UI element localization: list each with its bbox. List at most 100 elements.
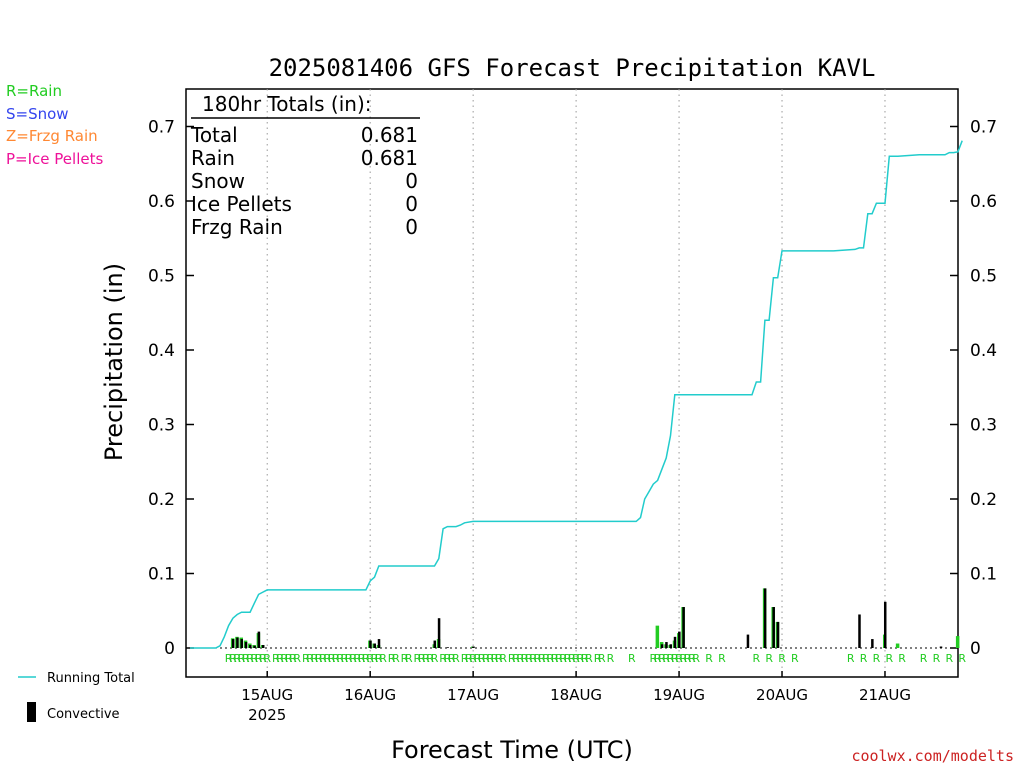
y-tick-label-right: 0.3 <box>970 416 997 436</box>
ptype-marker-rain: R <box>898 652 906 665</box>
y-tick-label-right: 0.6 <box>970 192 997 212</box>
ptype-marker-rain: R <box>255 652 263 665</box>
ptype-marker-rain: R <box>469 652 477 665</box>
ptype-marker-rain: R <box>418 652 426 665</box>
ptype-marker-rain: R <box>341 652 349 665</box>
ptype-marker-rain: R <box>311 652 319 665</box>
ptype-marker-rain: R <box>667 652 675 665</box>
running-total-legend-label: Running Total <box>47 671 135 686</box>
ptype-marker-rain: R <box>521 652 529 665</box>
y-tick-label-right: 0.5 <box>970 267 997 287</box>
y-tick-label-left: 0.5 <box>148 267 175 287</box>
convective-bar <box>682 607 685 648</box>
ptype-marker-rain: R <box>371 652 379 665</box>
x-tick-label: 19AUG <box>653 686 705 704</box>
y-tick-label-left: 0.6 <box>148 192 175 212</box>
ptype-marker-rain: R <box>401 652 409 665</box>
ptype-marker-rain: R <box>379 652 387 665</box>
convective-bar <box>883 601 887 648</box>
ptype-marker-rain: R <box>658 652 666 665</box>
convective-bar <box>257 631 261 648</box>
convective-bar <box>772 607 775 648</box>
totals-row-label: Ice Pellets <box>191 192 292 216</box>
rain-bar <box>955 636 960 648</box>
totals-row-value: 0.681 <box>361 123 418 147</box>
ptype-marker-rain: R <box>306 652 314 665</box>
y-axis-label: Precipitation (in) <box>100 263 128 461</box>
ptype-marker-rain: R <box>328 652 336 665</box>
ptype-marker-rain: R <box>946 652 954 665</box>
convective-bar <box>437 618 441 648</box>
ptype-marker-rain: R <box>581 652 589 665</box>
ptype-marker-rain: R <box>439 652 447 665</box>
ptype-marker-rain: R <box>791 652 799 665</box>
convective-bar <box>746 634 750 648</box>
totals-row-label: Snow <box>191 169 245 193</box>
ptype-marker-rain: R <box>577 652 585 665</box>
ptype-marker-rain: R <box>358 652 366 665</box>
ptype-marker-rain: R <box>495 652 503 665</box>
x-tick-label: 20AUG <box>756 686 808 704</box>
series-legend: Running Total Convective <box>18 671 135 722</box>
x-axis-label: Forecast Time (UTC) <box>391 736 633 764</box>
ptype-marker-rain: R <box>671 652 679 665</box>
ptype-marker-rain: R <box>293 652 301 665</box>
totals-row-value: 0 <box>405 192 418 216</box>
convective-bar <box>253 645 256 648</box>
ptype-marker-rain: R <box>345 652 353 665</box>
ptype-marker-rain: R <box>281 652 289 665</box>
ptype-marker-rain: R <box>233 652 241 665</box>
y-axis-right: 0 0.1 0.2 0.3 0.4 0.5 0.6 0.7 <box>950 118 997 659</box>
convective-swatch <box>27 702 36 722</box>
running-total-line <box>190 140 963 649</box>
ptype-marker-rain: R <box>512 652 520 665</box>
ptype-marker-rain: R <box>491 652 499 665</box>
ptype-marker-rain: R <box>684 652 692 665</box>
ptype-marker-rain: R <box>538 652 546 665</box>
ptype-marker-rain: R <box>718 652 726 665</box>
ptype-marker-rain: R <box>628 652 636 665</box>
convective-bar <box>472 646 475 648</box>
x-tick-label: 21AUG <box>859 686 911 704</box>
ptype-marker-rain: R <box>461 652 469 665</box>
y-axis-left: 0 0.1 0.2 0.3 0.4 0.5 0.6 0.7 <box>148 118 194 659</box>
ptype-marker-rain: R <box>688 652 696 665</box>
ptype-marker-rain: R <box>607 652 615 665</box>
precip-bars <box>190 588 960 649</box>
ptype-marker-rain: R <box>238 652 246 665</box>
convective-bar <box>763 588 767 648</box>
legend-freezing-rain: Z=Frzg Rain <box>6 127 98 145</box>
ptype-marker-rain: R <box>885 652 893 665</box>
y-tick-label-right: 0.7 <box>970 118 997 138</box>
x-tick-label: 15AUG <box>241 686 293 704</box>
totals-row-value: 0 <box>405 169 418 193</box>
y-tick-label-right: 0.4 <box>970 341 997 361</box>
ptype-marker-rain: R <box>662 652 670 665</box>
convective-legend-label: Convective <box>47 707 120 722</box>
ptype-marker-rain: R <box>778 652 786 665</box>
ptype-marker-rain: R <box>547 652 555 665</box>
totals-row-value: 0 <box>405 215 418 239</box>
convective-bar <box>776 621 780 648</box>
ptype-marker-rain: R <box>542 652 550 665</box>
convective-bar <box>673 636 677 648</box>
ptype-marker-rain: R <box>508 652 516 665</box>
convective-bar <box>678 631 681 648</box>
ptype-marker-rain: R <box>525 652 533 665</box>
y-tick-label-right: 0.2 <box>970 490 997 510</box>
convective-bar <box>369 640 372 648</box>
ptype-marker-rain: R <box>499 652 507 665</box>
convective-bar <box>669 644 672 648</box>
totals-row-label: Total <box>190 123 238 147</box>
totals-row-label: Rain <box>191 146 235 170</box>
ptype-marker-rain: R <box>362 652 370 665</box>
ptype-marker-rain: R <box>847 652 855 665</box>
ptype-marker-rain: R <box>551 652 559 665</box>
totals-header: 180hr Totals (in): <box>202 92 372 116</box>
ptype-marker-rain: R <box>705 652 713 665</box>
ptype-marker-rain: R <box>405 652 413 665</box>
ptype-marker-rain: R <box>529 652 537 665</box>
ptype-marker-rain: R <box>465 652 473 665</box>
ptype-marker-rain: R <box>426 652 434 665</box>
